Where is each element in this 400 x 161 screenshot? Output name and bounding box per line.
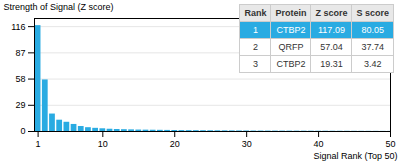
html-text:Protein: Protein — [275, 8, 307, 18]
html-text:CTBP2: CTBP2 — [276, 25, 306, 35]
html-text:Z score: Z score — [315, 8, 348, 18]
html-text:S score: S score — [356, 8, 389, 18]
html-text:2: 2 — [252, 42, 258, 52]
svg-text:Signal Rank (Top 50): Signal Rank (Top 50) — [313, 151, 397, 161]
html-text:CTBP2: CTBP2 — [276, 59, 306, 69]
svg-text:1: 1 — [36, 139, 41, 149]
svg-text:58: 58 — [15, 74, 25, 84]
html-text:80.05: 80.05 — [361, 25, 384, 35]
svg-text:20: 20 — [170, 139, 180, 149]
svg-text:50: 50 — [385, 139, 395, 149]
svg-text:40: 40 — [314, 139, 324, 149]
svg-text:116: 116 — [11, 22, 25, 32]
html-text:19.31: 19.31 — [320, 59, 343, 69]
svg-text:30: 30 — [242, 139, 252, 149]
svg-text:0: 0 — [20, 126, 25, 136]
html-text:57.04: 57.04 — [320, 42, 343, 52]
svg-text:Strength of Signal (Z score): Strength of Signal (Z score) — [4, 2, 114, 12]
html-text:1: 1 — [252, 25, 258, 35]
html-text:117.09: 117.09 — [318, 25, 345, 35]
svg-text:29: 29 — [15, 100, 25, 110]
html-text:3.42: 3.42 — [364, 59, 382, 69]
svg-text:10: 10 — [98, 139, 108, 149]
html-text:QRFP: QRFP — [278, 42, 304, 52]
html-text:3: 3 — [252, 59, 258, 69]
html-text:Rank: Rank — [244, 8, 267, 18]
svg-text:87: 87 — [15, 48, 25, 58]
html-text:37.74: 37.74 — [361, 42, 384, 52]
